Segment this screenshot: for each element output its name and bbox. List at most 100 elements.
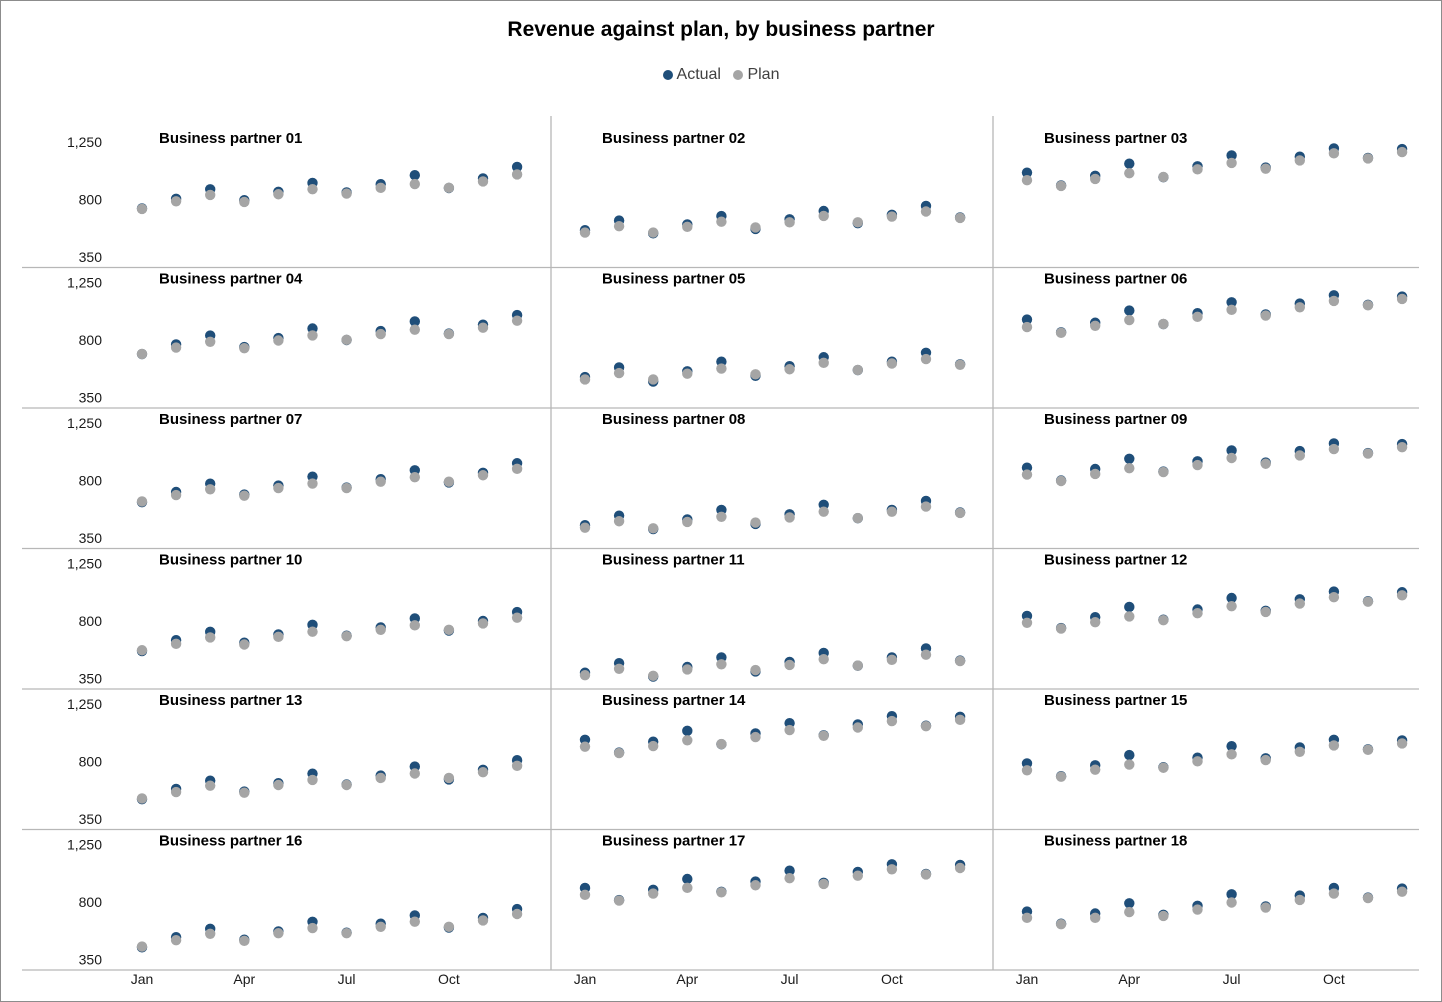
point-plan xyxy=(920,869,932,880)
x-tick-label: Jul xyxy=(1223,971,1241,987)
point-plan xyxy=(886,864,898,875)
point-plan xyxy=(239,935,250,947)
point-plan xyxy=(716,738,727,750)
panel-title: Business partner 05 xyxy=(602,271,745,288)
point-actual xyxy=(1226,150,1237,161)
point-plan xyxy=(852,217,863,228)
point-plan xyxy=(409,916,420,927)
point-plan xyxy=(273,631,284,643)
point-plan xyxy=(273,482,284,494)
legend-item-actual: Actual xyxy=(662,66,721,84)
point-actual xyxy=(1124,453,1135,464)
point-plan xyxy=(1021,469,1033,480)
point-plan xyxy=(1396,441,1408,453)
panel-title: Business partner 11 xyxy=(602,552,745,569)
point-plan xyxy=(1362,300,1374,311)
point-plan xyxy=(1158,615,1169,626)
y-tick-label: 350 xyxy=(79,530,103,546)
point-plan xyxy=(1260,163,1271,174)
point-plan xyxy=(716,216,727,227)
point-actual xyxy=(1124,305,1135,316)
point-plan xyxy=(341,334,352,346)
point-plan xyxy=(1055,475,1067,487)
point-plan xyxy=(205,780,216,791)
point-plan xyxy=(613,663,625,674)
point-plan xyxy=(1396,590,1408,601)
x-tick-label: Jan xyxy=(131,971,154,987)
panel-title: Business partner 08 xyxy=(602,411,745,428)
point-actual xyxy=(1226,297,1237,308)
point-plan xyxy=(1328,592,1340,603)
y-tick-label: 1,250 xyxy=(67,556,102,572)
point-plan xyxy=(682,516,693,528)
point-plan xyxy=(1090,320,1101,332)
point-plan xyxy=(682,735,693,746)
point-plan xyxy=(136,793,148,804)
panel-title: Business partner 01 xyxy=(159,130,302,147)
point-plan xyxy=(511,908,523,920)
y-tick-label: 1,250 xyxy=(67,415,102,431)
point-plan xyxy=(307,774,318,786)
point-plan xyxy=(648,888,659,899)
point-plan xyxy=(818,653,829,665)
point-plan xyxy=(1362,448,1374,459)
point-plan xyxy=(1055,327,1067,339)
point-plan xyxy=(136,941,148,952)
point-plan xyxy=(409,178,420,190)
point-plan xyxy=(1124,314,1135,326)
point-plan xyxy=(307,626,318,637)
point-plan xyxy=(443,182,455,194)
legend-label-actual: Actual xyxy=(676,66,721,83)
point-plan xyxy=(954,359,966,370)
point-plan xyxy=(1192,904,1203,915)
point-plan xyxy=(1158,171,1169,183)
point-plan xyxy=(1396,146,1408,158)
point-plan xyxy=(682,368,693,379)
point-plan xyxy=(136,348,148,360)
point-plan xyxy=(1124,906,1135,918)
point-plan xyxy=(1192,311,1203,323)
point-plan xyxy=(1294,894,1306,906)
point-plan xyxy=(409,620,420,631)
x-tick-label: Jan xyxy=(574,971,597,987)
point-plan xyxy=(1362,892,1374,904)
point-plan xyxy=(1090,468,1101,480)
panel-title: Business partner 10 xyxy=(159,552,302,569)
point-plan xyxy=(477,176,489,187)
point-plan xyxy=(682,221,693,233)
point-plan xyxy=(205,928,216,940)
point-plan xyxy=(1226,749,1237,760)
x-tick-label: Jan xyxy=(1016,971,1039,987)
point-plan xyxy=(170,196,182,207)
legend-marker-plan xyxy=(733,70,744,80)
point-plan xyxy=(1090,912,1101,924)
point-plan xyxy=(307,922,318,934)
point-plan xyxy=(784,659,795,671)
point-actual xyxy=(1021,167,1033,178)
point-plan xyxy=(375,772,386,784)
y-tick-label: 800 xyxy=(79,613,103,629)
point-plan xyxy=(307,330,318,341)
point-plan xyxy=(1158,910,1169,922)
point-plan xyxy=(443,328,455,340)
point-plan xyxy=(613,367,625,379)
point-plan xyxy=(648,227,659,238)
point-plan xyxy=(1260,310,1271,321)
y-tick-label: 800 xyxy=(79,332,103,348)
point-plan xyxy=(1260,754,1271,766)
point-plan xyxy=(1260,458,1271,469)
point-plan xyxy=(954,862,966,874)
point-plan xyxy=(307,478,318,489)
panel-title: Business partner 04 xyxy=(159,271,303,288)
panel-title: Business partner 07 xyxy=(159,411,302,428)
point-plan xyxy=(1328,295,1340,307)
point-plan xyxy=(579,889,591,901)
point-plan xyxy=(1055,919,1067,930)
point-plan xyxy=(886,358,898,369)
point-plan xyxy=(648,374,659,385)
point-actual xyxy=(1226,592,1237,604)
point-plan xyxy=(375,921,386,932)
y-tick-label: 1,250 xyxy=(67,275,102,291)
panel-title: Business partner 14 xyxy=(602,692,746,709)
